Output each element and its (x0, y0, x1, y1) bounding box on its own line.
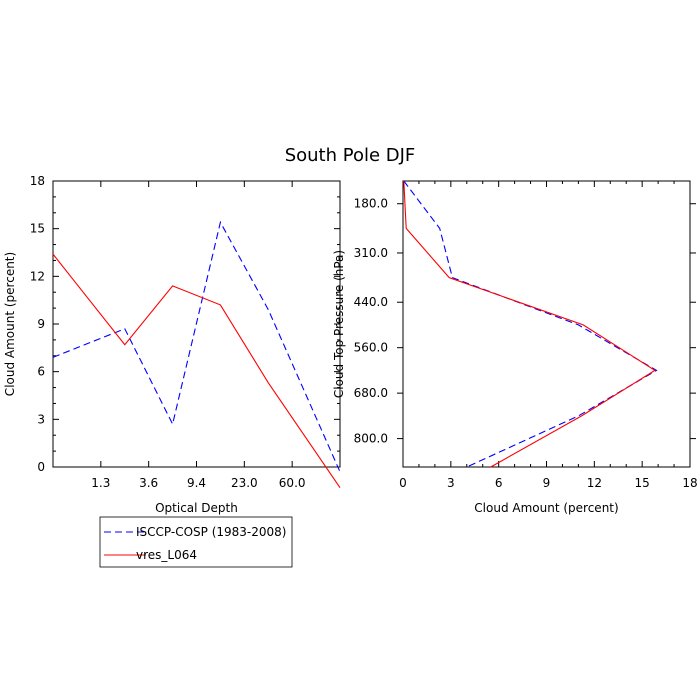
y-tick-label: 0 (37, 460, 45, 474)
right-y-axis-title: Cloud Top Pressure (hPa) (332, 250, 346, 398)
x-tick-label: 3 (447, 476, 455, 490)
x-tick-label: 23.0 (231, 476, 258, 490)
x-tick-label: 6 (495, 476, 503, 490)
x-tick-label: 3.6 (139, 476, 158, 490)
y-tick-label: 180.0 (354, 197, 388, 211)
right-series-line-1 (403, 180, 656, 468)
optical-depth-panel: 1.3 3.6 9.4 23.0 60.0 0 3 6 9 12 15 18 Optical Depth… (3, 174, 341, 515)
left-x-axis-title: Optical Depth (155, 501, 238, 515)
x-tick-label: 18 (682, 476, 697, 490)
legend-box (99, 516, 293, 568)
legend: ISCCP-COSP (1983-2008) vres_L064 (99, 516, 293, 568)
x-tick-label: 9 (543, 476, 551, 490)
x-tick-label: 9.4 (187, 476, 206, 490)
x-tick-label: 60.0 (279, 476, 306, 490)
y-tick-label: 12 (30, 269, 45, 283)
left-series-line-1 (52, 253, 341, 489)
y-tick-label: 680.0 (354, 386, 388, 400)
x-tick-label: 12 (587, 476, 602, 490)
cloud-top-pressure-panel: 0 3 6 9 12 15 18 180.0 310.0 440.0 560.0 680.0 800.0… (332, 180, 698, 515)
y-tick-label: 3 (37, 412, 45, 426)
right-x-axis-title: Cloud Amount (percent) (474, 501, 618, 515)
x-tick-label: 0 (399, 476, 407, 490)
y-tick-label: 18 (30, 174, 45, 188)
legend-label-isccp: ISCCP-COSP (1983-2008) (136, 525, 286, 539)
y-tick-label: 15 (30, 222, 45, 236)
chart-title: South Pole DJF (285, 145, 416, 166)
y-tick-label: 6 (37, 365, 45, 379)
y-tick-label: 440.0 (354, 295, 388, 309)
legend-label-model: vres_L064 (136, 548, 197, 562)
left-y-axis-title: Cloud Amount (percent) (3, 252, 17, 396)
x-tick-label: 15 (635, 476, 650, 490)
left-series-line-0 (52, 220, 341, 473)
right-series-line-0 (403, 180, 658, 468)
x-tick-label: 1.3 (91, 476, 110, 490)
y-tick-label: 560.0 (354, 341, 388, 355)
y-tick-label: 800.0 (354, 432, 388, 446)
right-plot-frame (402, 180, 691, 468)
y-tick-label: 310.0 (354, 246, 388, 260)
y-tick-label: 9 (37, 317, 45, 331)
